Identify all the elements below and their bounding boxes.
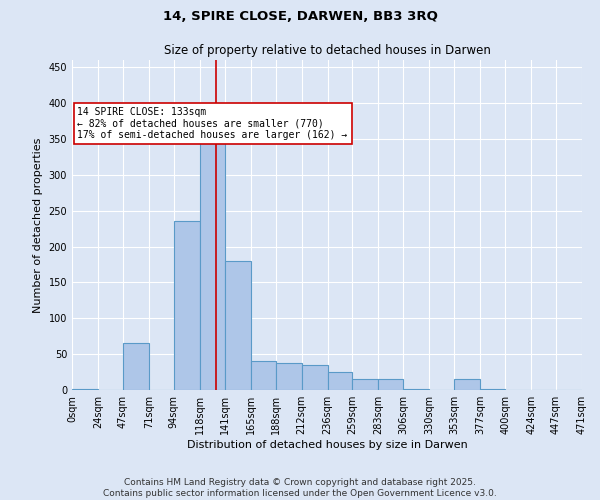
Title: Size of property relative to detached houses in Darwen: Size of property relative to detached ho… xyxy=(164,44,490,58)
Bar xyxy=(302,365,328,390)
Text: Contains HM Land Registry data © Crown copyright and database right 2025.
Contai: Contains HM Land Registry data © Crown c… xyxy=(103,478,497,498)
Bar xyxy=(72,388,98,390)
Bar xyxy=(251,362,275,390)
X-axis label: Distribution of detached houses by size in Darwen: Distribution of detached houses by size … xyxy=(187,440,467,450)
Bar xyxy=(480,388,505,390)
Bar xyxy=(275,362,302,390)
Bar xyxy=(352,379,379,390)
Bar xyxy=(403,388,430,390)
Bar xyxy=(174,222,200,390)
Bar xyxy=(200,139,224,390)
Bar xyxy=(328,372,352,390)
Bar xyxy=(224,261,251,390)
Bar xyxy=(123,344,149,390)
Bar xyxy=(454,379,480,390)
Bar xyxy=(379,379,403,390)
Y-axis label: Number of detached properties: Number of detached properties xyxy=(33,138,43,312)
Text: 14 SPIRE CLOSE: 133sqm
← 82% of detached houses are smaller (770)
17% of semi-de: 14 SPIRE CLOSE: 133sqm ← 82% of detached… xyxy=(77,106,347,140)
Text: 14, SPIRE CLOSE, DARWEN, BB3 3RQ: 14, SPIRE CLOSE, DARWEN, BB3 3RQ xyxy=(163,10,437,23)
